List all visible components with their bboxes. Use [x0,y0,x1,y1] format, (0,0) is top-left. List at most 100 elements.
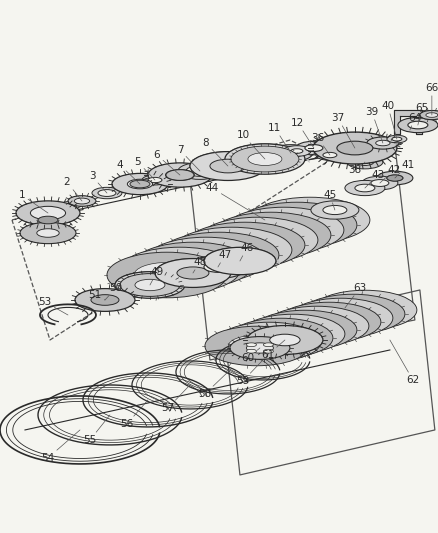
Ellipse shape [186,166,213,176]
Ellipse shape [141,175,168,185]
Text: 54: 54 [41,430,80,463]
Ellipse shape [166,169,194,180]
Ellipse shape [133,242,252,288]
Ellipse shape [249,197,369,243]
Ellipse shape [38,216,58,224]
Ellipse shape [419,110,438,119]
Ellipse shape [310,201,358,219]
Ellipse shape [240,331,297,353]
Text: 60: 60 [241,348,259,363]
Ellipse shape [336,299,392,321]
Ellipse shape [173,247,238,272]
Ellipse shape [263,213,329,238]
Ellipse shape [386,175,402,181]
Ellipse shape [190,151,265,181]
Ellipse shape [228,318,332,358]
Ellipse shape [145,237,265,283]
Ellipse shape [300,311,357,333]
Ellipse shape [263,349,273,353]
Ellipse shape [205,326,308,366]
Ellipse shape [268,144,312,161]
Text: 1: 1 [19,190,48,213]
Ellipse shape [209,159,245,173]
Ellipse shape [224,144,304,174]
Text: 7: 7 [176,145,199,171]
Ellipse shape [276,319,333,341]
Text: 59: 59 [236,360,262,386]
Text: 51: 51 [88,290,105,300]
Ellipse shape [148,163,212,187]
Ellipse shape [120,247,240,293]
Ellipse shape [288,315,345,337]
Ellipse shape [134,262,199,287]
Ellipse shape [172,227,291,273]
Ellipse shape [311,307,369,329]
Ellipse shape [252,327,309,349]
Text: 56: 56 [120,400,148,429]
Ellipse shape [282,146,310,156]
Ellipse shape [264,306,368,346]
Ellipse shape [386,135,406,143]
Text: 44: 44 [205,183,264,220]
Text: 12: 12 [291,118,313,148]
Ellipse shape [223,207,343,253]
Ellipse shape [269,334,300,346]
Ellipse shape [366,137,398,149]
Ellipse shape [212,232,277,257]
Ellipse shape [240,314,344,354]
Text: 37: 37 [331,113,354,148]
Text: 47: 47 [217,250,231,267]
Ellipse shape [375,140,389,146]
Text: 4: 4 [117,160,140,184]
Ellipse shape [93,295,117,304]
Ellipse shape [276,207,342,232]
Text: 55: 55 [83,415,110,445]
Text: 61: 61 [261,340,284,360]
Text: 48: 48 [192,257,206,273]
Text: 45: 45 [322,190,336,210]
Ellipse shape [75,288,134,311]
Ellipse shape [204,262,231,272]
Ellipse shape [165,169,194,181]
Text: 39: 39 [364,107,382,143]
Text: 66: 66 [424,83,438,115]
Ellipse shape [112,173,168,195]
Ellipse shape [92,187,122,199]
Ellipse shape [425,113,437,117]
Ellipse shape [246,343,273,353]
Ellipse shape [130,180,150,188]
Ellipse shape [288,298,392,338]
Ellipse shape [155,259,230,287]
Ellipse shape [246,326,322,354]
Ellipse shape [290,149,302,154]
Ellipse shape [315,150,343,160]
Ellipse shape [304,144,322,151]
Ellipse shape [91,295,119,305]
Text: 49: 49 [150,267,163,285]
Ellipse shape [186,243,251,268]
Ellipse shape [397,117,437,133]
Ellipse shape [198,217,317,263]
Text: 63: 63 [344,283,366,308]
Ellipse shape [198,238,264,263]
Ellipse shape [159,232,278,278]
Ellipse shape [20,222,76,244]
Ellipse shape [391,137,401,141]
Polygon shape [155,259,235,277]
Ellipse shape [120,273,180,296]
Ellipse shape [386,175,402,181]
Ellipse shape [68,196,96,206]
Text: 36: 36 [311,133,329,155]
Ellipse shape [74,198,89,204]
Text: 43: 43 [364,170,384,188]
Ellipse shape [216,322,320,362]
Ellipse shape [263,343,273,346]
Ellipse shape [37,229,59,237]
Polygon shape [224,144,309,163]
Text: 3: 3 [88,171,107,193]
Text: 2: 2 [64,177,82,201]
Text: 42: 42 [379,165,399,183]
Ellipse shape [322,205,346,215]
Ellipse shape [246,349,256,353]
Ellipse shape [300,294,404,334]
